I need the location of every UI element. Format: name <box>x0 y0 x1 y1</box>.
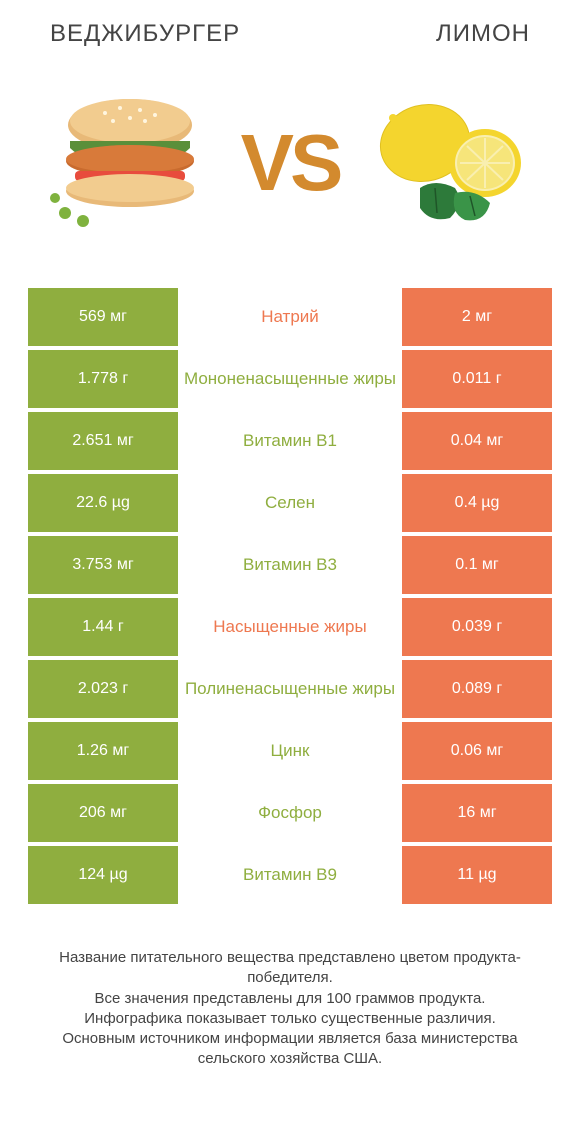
nutrient-label: Натрий <box>178 288 402 346</box>
table-row: 569 мгНатрий2 мг <box>28 288 552 346</box>
nutrient-label: Фосфор <box>178 784 402 842</box>
nutrient-label: Мононенасыщенные жиры <box>178 350 402 408</box>
left-value: 206 мг <box>28 784 178 842</box>
right-value: 0.4 µg <box>402 474 552 532</box>
nutrient-label: Витамин B1 <box>178 412 402 470</box>
footer-line: Инфографика показывает только существенн… <box>30 1009 550 1029</box>
table-row: 1.44 гНасыщенные жиры0.039 г <box>28 598 552 656</box>
table-row: 206 мгФосфор16 мг <box>28 784 552 842</box>
footer-note: Название питательного вещества представл… <box>0 908 580 1070</box>
table-row: 1.778 гМононенасыщенные жиры0.011 г <box>28 350 552 408</box>
footer-line: Все значения представлены для 100 граммо… <box>30 989 550 1009</box>
right-value: 2 мг <box>402 288 552 346</box>
lemon-image <box>360 83 540 243</box>
right-value: 0.1 мг <box>402 536 552 594</box>
nutrient-label: Селен <box>178 474 402 532</box>
left-value: 3.753 мг <box>28 536 178 594</box>
left-value: 2.023 г <box>28 660 178 718</box>
right-value: 0.011 г <box>402 350 552 408</box>
left-value: 22.6 µg <box>28 474 178 532</box>
right-value: 0.04 мг <box>402 412 552 470</box>
vs-label: VS <box>241 117 340 209</box>
comparison-table: 569 мгНатрий2 мг1.778 гМононенасыщенные … <box>0 288 580 904</box>
right-value: 11 µg <box>402 846 552 904</box>
table-row: 2.023 гПолиненасыщенные жиры0.089 г <box>28 660 552 718</box>
left-value: 1.778 г <box>28 350 178 408</box>
table-row: 3.753 мгВитамин B30.1 мг <box>28 536 552 594</box>
lemon-icon <box>365 88 535 238</box>
nutrient-label: Витамин B3 <box>178 536 402 594</box>
header: ВЕДЖИБУРГЕР ЛИМОН <box>0 0 580 58</box>
left-product-title: ВЕДЖИБУРГЕР <box>50 20 240 48</box>
left-value: 124 µg <box>28 846 178 904</box>
burger-image <box>40 83 220 243</box>
right-product-title: ЛИМОН <box>436 20 530 48</box>
table-row: 124 µgВитамин B911 µg <box>28 846 552 904</box>
left-value: 1.44 г <box>28 598 178 656</box>
left-value: 2.651 мг <box>28 412 178 470</box>
burger-icon <box>45 93 215 233</box>
left-value: 569 мг <box>28 288 178 346</box>
footer-line: Название питательного вещества представл… <box>30 948 550 989</box>
left-value: 1.26 мг <box>28 722 178 780</box>
nutrient-label: Полиненасыщенные жиры <box>178 660 402 718</box>
footer-line: Основным источником информации является … <box>30 1029 550 1070</box>
nutrient-label: Витамин B9 <box>178 846 402 904</box>
right-value: 0.06 мг <box>402 722 552 780</box>
table-row: 2.651 мгВитамин B10.04 мг <box>28 412 552 470</box>
nutrient-label: Цинк <box>178 722 402 780</box>
right-value: 16 мг <box>402 784 552 842</box>
nutrient-label: Насыщенные жиры <box>178 598 402 656</box>
table-row: 22.6 µgСелен0.4 µg <box>28 474 552 532</box>
right-value: 0.089 г <box>402 660 552 718</box>
hero-row: VS <box>0 58 580 288</box>
table-row: 1.26 мгЦинк0.06 мг <box>28 722 552 780</box>
right-value: 0.039 г <box>402 598 552 656</box>
